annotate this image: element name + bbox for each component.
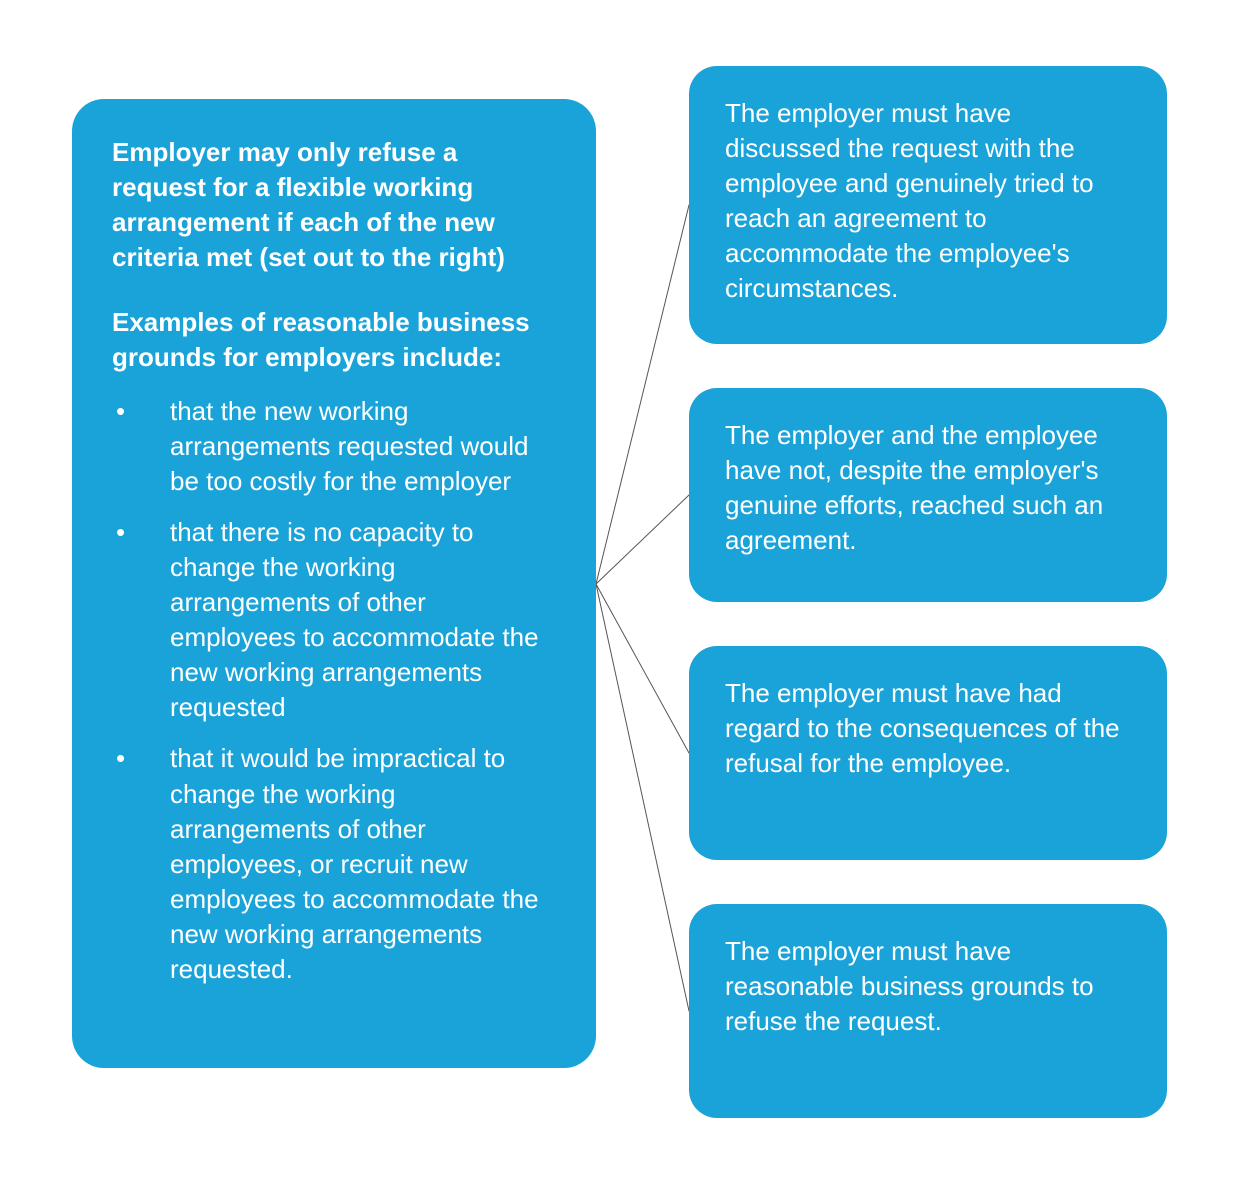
criteria-text: The employer must have reasonable busine…	[725, 936, 1094, 1036]
bullet-item: that there is no capacity to change the …	[112, 515, 556, 726]
bullet-item: that the new working arrangements reques…	[112, 394, 556, 499]
criteria-box-1: The employer must have discussed the req…	[689, 66, 1167, 344]
bullet-list: that the new working arrangements reques…	[112, 394, 556, 988]
criteria-box-3: The employer must have had regard to the…	[689, 646, 1167, 860]
bullet-item: that it would be impractical to change t…	[112, 741, 556, 987]
main-subheading: Examples of reasonable business grounds …	[112, 305, 556, 375]
criteria-text: The employer must have discussed the req…	[725, 98, 1094, 303]
criteria-text: The employer must have had regard to the…	[725, 678, 1120, 778]
criteria-box-4: The employer must have reasonable busine…	[689, 904, 1167, 1118]
main-content-box: Employer may only refuse a request for a…	[72, 99, 596, 1068]
criteria-box-2: The employer and the employee have not, …	[689, 388, 1167, 602]
diagram-canvas: Employer may only refuse a request for a…	[0, 0, 1240, 1181]
main-heading: Employer may only refuse a request for a…	[112, 135, 556, 275]
criteria-text: The employer and the employee have not, …	[725, 420, 1103, 555]
